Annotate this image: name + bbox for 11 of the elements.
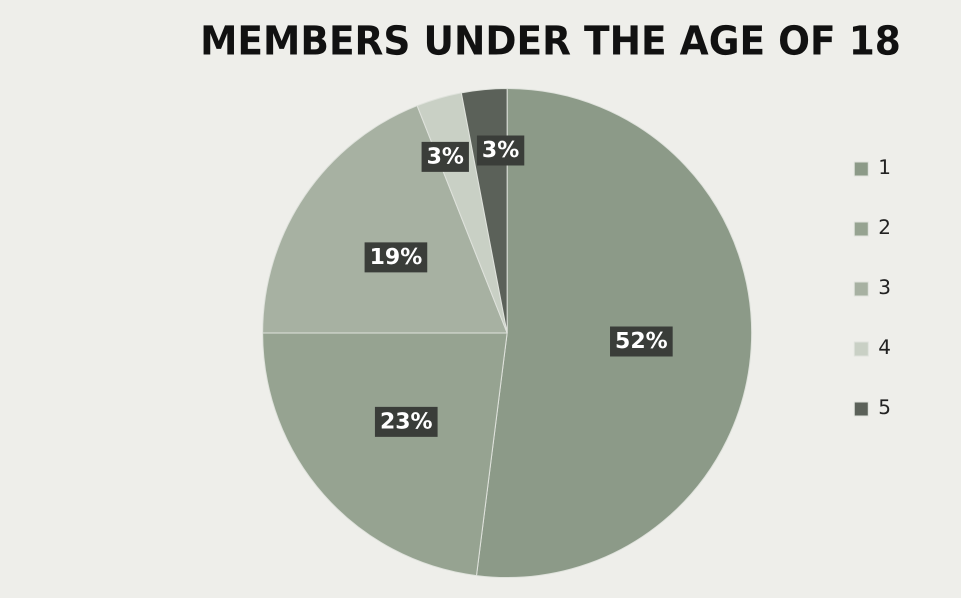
legend-label: 1 <box>878 155 892 180</box>
legend-label: 4 <box>878 335 892 360</box>
legend-label: 3 <box>878 275 892 300</box>
legend-label: 5 <box>878 395 892 420</box>
data-label: 23% <box>380 410 433 435</box>
chart-title: MEMBERS UNDER THE AGE OF 18 <box>200 18 901 65</box>
legend-label: 2 <box>878 215 892 240</box>
data-label: 3% <box>426 144 464 170</box>
data-label: 3% <box>482 138 520 164</box>
data-label: 19% <box>370 245 422 270</box>
data-label: 52% <box>615 329 668 354</box>
